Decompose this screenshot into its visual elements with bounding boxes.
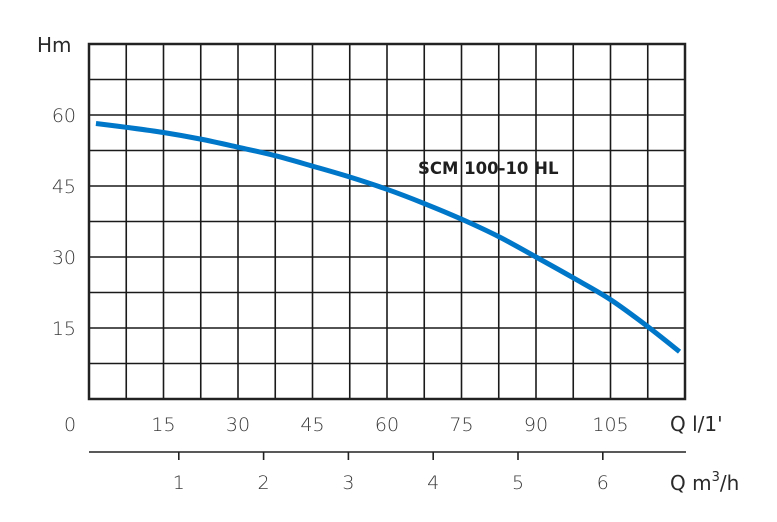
x-axis-ticks: 0 15 30 45 60 75 90 105 <box>64 414 629 436</box>
grid <box>89 44 685 399</box>
x-tick-label: 30 <box>226 414 250 436</box>
x2-tick-label: 5 <box>512 472 524 494</box>
x2-tick-label: 1 <box>173 472 185 494</box>
x2-tick-label: 3 <box>342 472 354 494</box>
x2-axis-title: Q m3/h <box>670 470 739 495</box>
x-tick-label: 75 <box>449 414 473 436</box>
y-axis-ticks: 15 30 45 60 <box>52 105 76 340</box>
y-tick-label: 15 <box>52 318 76 340</box>
y-tick-label: 45 <box>52 176 76 198</box>
x2-axis-title-unit: /h <box>720 471 739 495</box>
x2-tick-label: 2 <box>258 472 270 494</box>
x2-tick-label: 4 <box>427 472 439 494</box>
secondary-x-axis: 1 2 3 4 5 6 <box>89 451 686 494</box>
plot-frame <box>87 42 687 401</box>
x-tick-label: 0 <box>64 414 76 436</box>
series-curve <box>95 121 682 354</box>
y-tick-label: 30 <box>52 247 76 269</box>
y-axis-title: Hm <box>37 33 72 57</box>
x-tick-label: 15 <box>151 414 175 436</box>
x2-tick-label: 6 <box>597 472 609 494</box>
performance-curve <box>95 121 682 354</box>
series-label: SCM 100-10 HL <box>418 159 559 178</box>
y-tick-label: 60 <box>52 105 76 127</box>
x2-axis-title-superscript: 3 <box>712 470 720 485</box>
x-tick-label: 105 <box>592 414 628 436</box>
x2-axis-title-q: Q m <box>670 471 712 495</box>
x-tick-label: 45 <box>300 414 324 436</box>
x-tick-label: 90 <box>524 414 548 436</box>
x-axis-title: Q l/1' <box>670 412 723 436</box>
x-tick-label: 60 <box>375 414 399 436</box>
